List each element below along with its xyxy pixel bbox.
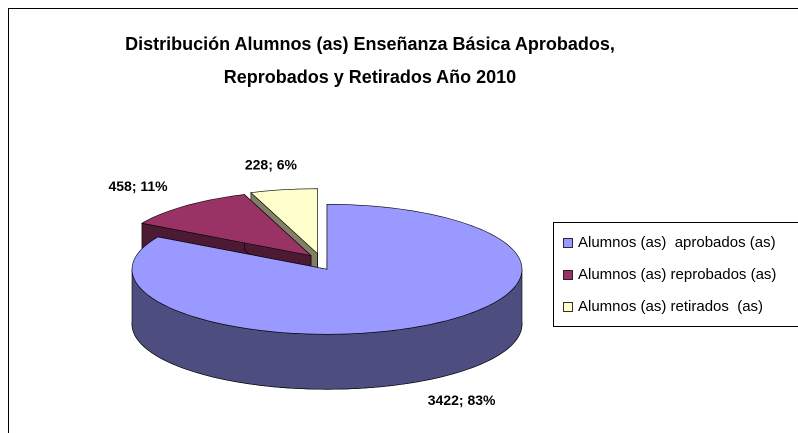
legend-label: Alumnos (as) reprobados (as)	[578, 266, 776, 283]
data-label: 228; 6%	[245, 157, 298, 173]
legend-label: Alumnos (as) aprobados (as)	[578, 234, 776, 251]
data-label: 458; 11%	[108, 178, 168, 194]
slice	[131, 204, 523, 335]
slice	[250, 188, 318, 255]
slice-group	[131, 204, 523, 390]
chart-title: Distribución Alumnos (as) Enseñanza Bási…	[125, 34, 615, 87]
legend-swatch	[563, 302, 573, 312]
legend-swatch	[563, 238, 573, 248]
legend-label: Alumnos (as) retirados (as)	[578, 298, 763, 315]
slice	[141, 194, 312, 257]
legend-swatch	[563, 270, 573, 280]
legend-box	[553, 222, 798, 327]
data-label: 3422; 83%	[428, 392, 496, 408]
